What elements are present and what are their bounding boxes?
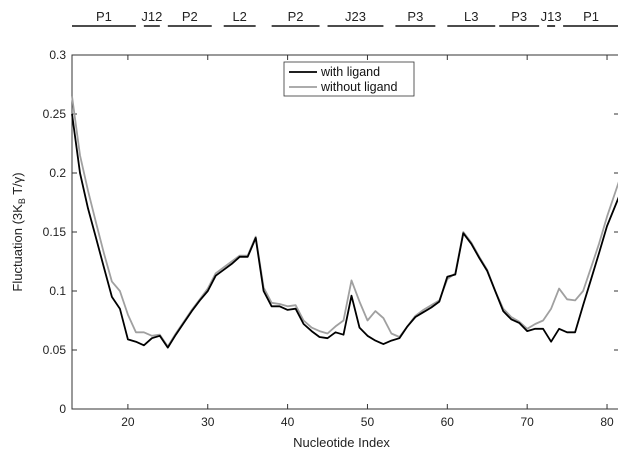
x-tick-label: 50 <box>361 415 375 429</box>
region-label: L3 <box>464 9 478 24</box>
axis-ticks: 20 30 40 50 60 70 80 0 0.05 0.1 0.15 0.2 0.25 0.3 <box>43 48 618 429</box>
y-tick-label: 0.25 <box>43 107 67 121</box>
y-tick-label: 0 <box>59 402 66 416</box>
region-label: P1 <box>96 9 112 24</box>
y-tick-label: 0.05 <box>43 343 67 357</box>
y-tick-label: 0.3 <box>49 48 66 62</box>
y-tick-label: 0.15 <box>43 225 67 239</box>
y-tick-label: 0.1 <box>49 284 66 298</box>
y-axis-label-tail: T/γ) <box>10 172 25 198</box>
x-tick-label: 40 <box>281 415 295 429</box>
plot-frame <box>71 54 618 410</box>
legend-label: without ligand <box>320 80 397 94</box>
region-bar: P1 J12 P2 L2 P2 J23 P3 L3 P3 J13 P1 <box>72 9 618 27</box>
y-axis-label-main: Fluctuation (3K <box>10 204 25 292</box>
x-tick-label: 30 <box>201 415 215 429</box>
region-label: J13 <box>541 9 562 24</box>
x-axis-label: Nucleotide Index <box>293 435 390 450</box>
region-label: J23 <box>345 9 366 24</box>
legend-box <box>283 61 415 97</box>
region-label: P3 <box>407 9 423 24</box>
region-label: P3 <box>511 9 527 24</box>
x-tick-label: 60 <box>441 415 455 429</box>
x-tick-label: 70 <box>520 415 534 429</box>
y-axis-label: Fluctuation (3KB T/γ) <box>10 172 27 291</box>
series-layer <box>71 96 618 349</box>
region-label: P1 <box>583 9 599 24</box>
legend-label: with ligand <box>320 65 380 79</box>
y-axis-label-subscript: B <box>17 198 27 204</box>
region-label: L2 <box>232 9 246 24</box>
series-line-with-ligand <box>71 113 618 349</box>
x-tick-label: 20 <box>121 415 135 429</box>
y-tick-label: 0.2 <box>49 166 66 180</box>
region-label: P2 <box>288 9 304 24</box>
series-line-without-ligand <box>71 96 618 348</box>
region-label: P2 <box>182 9 198 24</box>
x-tick-label: 80 <box>600 415 614 429</box>
region-label: J12 <box>141 9 162 24</box>
